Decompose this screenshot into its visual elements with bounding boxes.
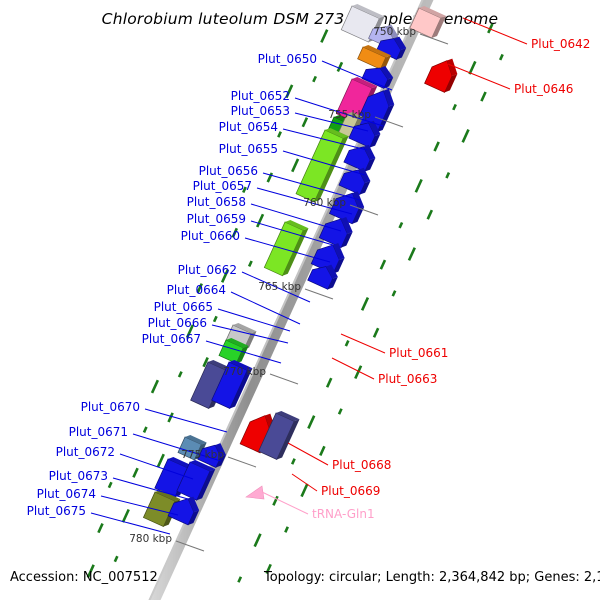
gene-label-plut_0660[interactable]: Plut_0660 [180, 229, 240, 243]
gene-feature[interactable] [176, 458, 216, 502]
gene-label-plut_0658[interactable]: Plut_0658 [186, 195, 246, 209]
gene-feature[interactable] [357, 43, 392, 70]
gene-label-plut_0652[interactable]: Plut_0652 [230, 89, 290, 103]
gene-label-plut_0659[interactable]: Plut_0659 [186, 212, 246, 226]
gene-label-plut_0668[interactable]: Plut_0668 [332, 458, 392, 472]
gene-label-plut_0672[interactable]: Plut_0672 [55, 445, 115, 459]
gene-label-plut_0662[interactable]: Plut_0662 [177, 263, 237, 277]
gene-feature[interactable] [409, 4, 447, 39]
gene-label-plut_0653[interactable]: Plut_0653 [230, 104, 290, 118]
gene-feature[interactable] [211, 358, 253, 410]
gene-label-plut_0665[interactable]: Plut_0665 [153, 300, 213, 314]
gene-feature[interactable] [348, 114, 384, 149]
ruler-tick-label: 760 kbp [303, 197, 346, 209]
gene-feature[interactable] [258, 409, 300, 461]
genome-summary-text: Topology: circular; Length: 2,364,842 bp… [264, 570, 600, 585]
gene-label-plut_0661[interactable]: Plut_0661 [389, 346, 449, 360]
accession-text: Accession: NC_007512 [10, 570, 158, 585]
page-title: Chlorobium luteolum DSM 273, complete ge… [101, 10, 499, 28]
gene-label-plut_0675[interactable]: Plut_0675 [26, 504, 86, 518]
gene-label-plut_0646[interactable]: Plut_0646 [514, 82, 574, 96]
gene-label-plut_0669[interactable]: Plut_0669 [321, 484, 381, 498]
ruler-tick-label: 775 kbp [181, 449, 224, 461]
gene-label-plut_0654[interactable]: Plut_0654 [218, 120, 278, 134]
gene-label-plut_0656[interactable]: Plut_0656 [198, 164, 258, 178]
gene-feature[interactable] [424, 52, 463, 94]
gene-feature[interactable] [295, 126, 349, 203]
gene-label-plut_0663[interactable]: Plut_0663 [378, 372, 438, 386]
gene-feature[interactable] [167, 490, 203, 526]
gene-feature[interactable] [361, 59, 396, 90]
gene-feature[interactable] [376, 30, 410, 61]
ruler-tick-label: 770 kbp [223, 366, 266, 378]
gene-label-plut_0670[interactable]: Plut_0670 [80, 400, 140, 414]
gene-label-plut_0655[interactable]: Plut_0655 [218, 142, 278, 156]
genome-tick-marks [86, 20, 504, 583]
gene-label-plut_0664[interactable]: Plut_0664 [166, 283, 226, 297]
gene-feature[interactable] [218, 336, 249, 365]
ruler-tick-label: 780 kbp [129, 533, 172, 545]
gene-label-plut_0657[interactable]: Plut_0657 [192, 179, 252, 193]
gene-label-plut_0673[interactable]: Plut_0673 [48, 469, 108, 483]
ruler-tick-label: 755 kbp [328, 109, 371, 121]
gene-label-plut_0650[interactable]: Plut_0650 [257, 52, 317, 66]
ruler-tick-label: 765 kbp [258, 281, 301, 293]
gene-label-plut_0642[interactable]: Plut_0642 [531, 37, 591, 51]
gene-feature[interactable] [197, 437, 230, 469]
gene-label-plut_0674[interactable]: Plut_0674 [36, 487, 96, 501]
gene-label-plut_0667[interactable]: Plut_0667 [141, 332, 201, 346]
trna-feature-glyph[interactable] [245, 485, 265, 500]
gene-feature[interactable] [307, 258, 342, 291]
trna-label[interactable]: tRNA-Gln1 [312, 507, 375, 521]
gene-feature[interactable] [177, 433, 207, 461]
gene-label-plut_0671[interactable]: Plut_0671 [68, 425, 128, 439]
gene-feature[interactable] [343, 138, 379, 173]
label-leader-lines [90, 17, 528, 552]
gene-feature[interactable] [328, 184, 369, 225]
ruler-tick-label: 750 kbp [373, 26, 416, 38]
gene-label-plut_0666[interactable]: Plut_0666 [147, 316, 207, 330]
